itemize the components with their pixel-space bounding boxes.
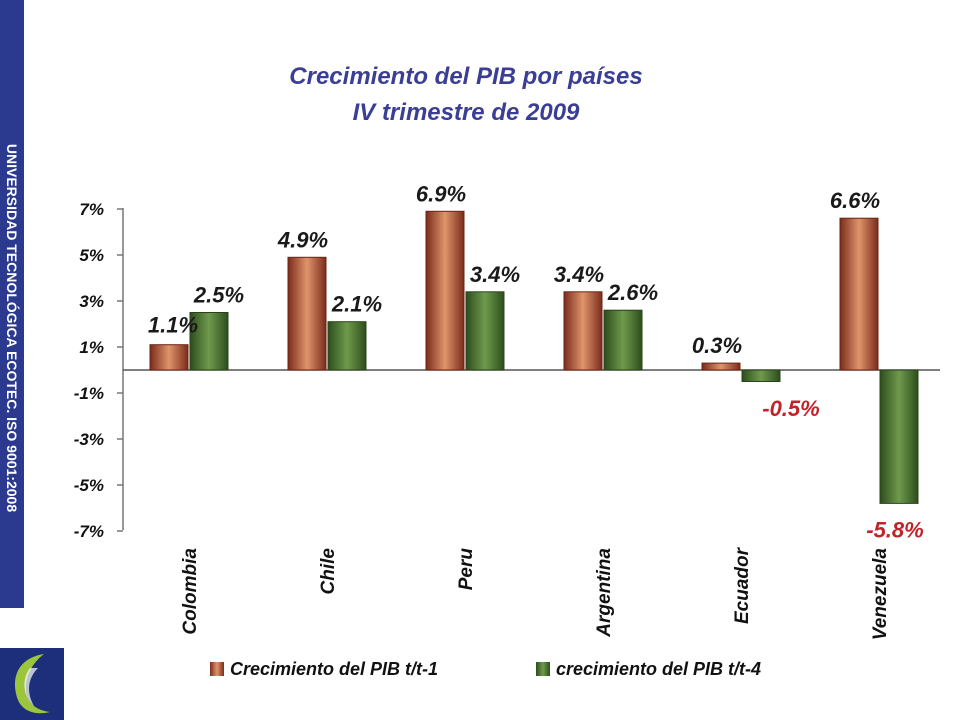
y-tick-label: -1% [74,384,104,403]
data-label-argentina-series-1: 3.4% [554,262,604,287]
y-axis-ticks: 7% 5% 3% 1% -1% -3% -5% -7% [74,200,123,541]
data-label-chile-series-1: 4.9% [277,227,328,252]
bar-venezuela-series-1 [839,217,879,371]
bar-colombia-series-2 [189,312,229,371]
category-label-argentina: Argentina [594,548,615,638]
y-tick-label: 7% [79,200,104,219]
bar-colombia-series-1 [149,344,189,371]
y-tick-label: -3% [74,430,104,449]
category-label-colombia: Colombia [180,548,201,635]
y-tick-label: 3% [79,292,104,311]
category-label-ecuador: Ecuador [732,546,753,624]
y-tick-label: -7% [74,522,104,541]
data-label-argentina-series-2: 2.6% [607,280,658,305]
y-tick-label: 5% [79,246,104,265]
side-band-top [0,0,24,48]
side-band [0,48,24,608]
chart-title-line-1: Crecimiento del PIB por países [289,63,642,90]
bar-ecuador-series-1 [701,362,741,371]
category-labels: Colombia Chile Peru Argentina Ecuador Venezue… [180,546,891,640]
data-label-venezuela-series-1: 6.6% [830,188,880,213]
data-label-peru-series-2: 3.4% [470,262,520,287]
bar-venezuela-series-2 [879,369,919,504]
category-label-venezuela: Venezuela [870,548,891,641]
data-label-colombia-series-1: 1.1% [148,313,198,338]
bar-ecuador-series-2 [741,369,781,382]
y-tick-label: -5% [74,476,104,495]
ecotec-logo [0,648,64,720]
data-labels: 1.1%2.5%4.9%2.1%6.9%3.4% 3.4%2.6%0.3%-0.5… [148,181,924,542]
data-label-ecuador-series-2: -0.5% [762,396,819,421]
y-tick-label: 1% [79,338,104,357]
legend: Crecimiento del PIB t/t-1 crecimiento de… [210,659,761,679]
legend-label-series-1: Crecimiento del PIB t/t-1 [230,659,438,679]
bar-chile-series-2 [327,321,367,371]
bar-peru-series-1 [425,210,465,371]
legend-swatch-series-1 [210,662,224,676]
bars [149,210,919,504]
category-label-peru: Peru [456,548,477,591]
bar-argentina-series-1 [563,291,603,371]
chart-title-line-2: IV trimestre de 2009 [353,99,580,126]
data-label-ecuador-series-1: 0.3% [692,333,742,358]
bar-argentina-series-2 [603,309,643,371]
bar-peru-series-2 [465,291,505,371]
data-label-chile-series-2: 2.1% [331,292,382,317]
bar-chile-series-1 [287,256,327,371]
data-label-colombia-series-2: 2.5% [193,283,244,308]
legend-swatch-series-2 [536,662,550,676]
data-label-peru-series-1: 6.9% [416,181,466,206]
legend-label-series-2: crecimiento del PIB t/t-4 [556,659,761,679]
data-label-venezuela-series-2: -5.8% [866,517,923,542]
category-label-chile: Chile [318,548,339,595]
